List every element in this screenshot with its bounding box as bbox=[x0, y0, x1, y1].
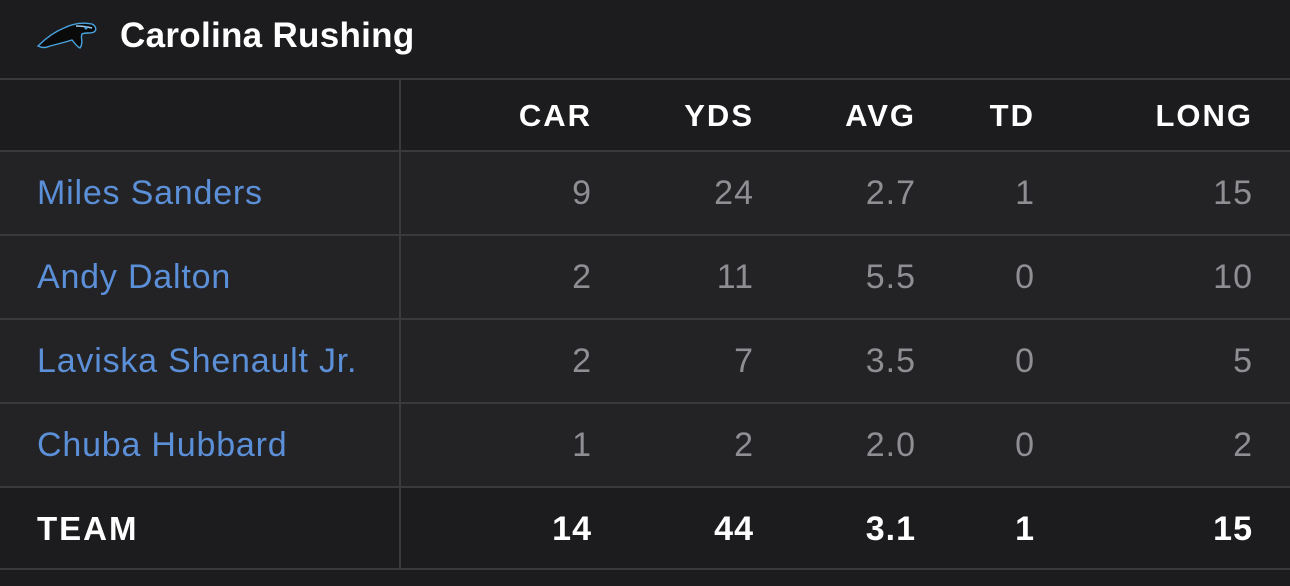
stat-td: 0 bbox=[1015, 342, 1035, 380]
stat-avg: 3.5 bbox=[865, 342, 916, 380]
team-total-row: TEAM 14 44 3.1 1 15 bbox=[0, 488, 1290, 568]
team-label: TEAM bbox=[37, 510, 139, 547]
stat-car: 9 bbox=[572, 174, 592, 212]
divider bbox=[0, 318, 1290, 320]
divider bbox=[0, 486, 1290, 488]
column-header-td[interactable]: TD bbox=[989, 98, 1035, 133]
divider bbox=[0, 78, 1290, 80]
table-row: Andy Dalton 2 11 5.5 0 10 bbox=[0, 236, 1290, 318]
divider bbox=[0, 234, 1290, 236]
divider bbox=[0, 568, 1290, 570]
table-row: Miles Sanders 9 24 2.7 1 15 bbox=[0, 152, 1290, 234]
divider bbox=[0, 402, 1290, 404]
stat-yds: 24 bbox=[714, 174, 754, 212]
player-link[interactable]: Miles Sanders bbox=[37, 174, 263, 212]
column-header-car[interactable]: CAR bbox=[518, 98, 592, 133]
rushing-table: CAR YDS AVG TD LONG Miles Sanders 9 24 2… bbox=[0, 78, 1290, 586]
column-header-long[interactable]: LONG bbox=[1155, 98, 1253, 133]
total-long: 15 bbox=[1213, 510, 1253, 548]
stat-car: 1 bbox=[572, 426, 592, 464]
stat-yds: 2 bbox=[734, 426, 754, 464]
stat-avg: 5.5 bbox=[865, 258, 916, 296]
table-header-bar: Carolina Rushing bbox=[0, 0, 1290, 78]
stat-avg: 2.7 bbox=[865, 174, 916, 212]
total-car: 14 bbox=[552, 510, 592, 548]
player-link[interactable]: Laviska Shenault Jr. bbox=[37, 342, 358, 380]
player-link[interactable]: Andy Dalton bbox=[37, 258, 232, 296]
stat-car: 2 bbox=[572, 258, 592, 296]
total-yds: 44 bbox=[714, 510, 754, 548]
stat-td: 0 bbox=[1015, 426, 1035, 464]
stat-car: 2 bbox=[572, 342, 592, 380]
table-row: Laviska Shenault Jr. 2 7 3.5 0 5 bbox=[0, 320, 1290, 402]
column-header-yds[interactable]: YDS bbox=[684, 98, 754, 133]
player-link[interactable]: Chuba Hubbard bbox=[37, 426, 288, 464]
stat-long: 10 bbox=[1213, 258, 1253, 296]
stat-td: 0 bbox=[1015, 258, 1035, 296]
total-avg: 3.1 bbox=[865, 510, 916, 548]
total-td: 1 bbox=[1015, 510, 1035, 548]
column-divider bbox=[399, 80, 401, 568]
stat-long: 2 bbox=[1233, 426, 1253, 464]
stat-yds: 11 bbox=[716, 258, 754, 296]
stat-long: 5 bbox=[1233, 342, 1253, 380]
column-header-avg[interactable]: AVG bbox=[845, 98, 916, 133]
page-title: Carolina Rushing bbox=[120, 16, 415, 55]
stat-avg: 2.0 bbox=[865, 426, 916, 464]
divider bbox=[0, 150, 1290, 152]
stat-td: 1 bbox=[1015, 174, 1035, 212]
stat-long: 15 bbox=[1213, 174, 1253, 212]
column-header-row: CAR YDS AVG TD LONG bbox=[0, 80, 1290, 150]
panther-logo-icon bbox=[36, 22, 97, 49]
table-row: Chuba Hubbard 1 2 2.0 0 2 bbox=[0, 404, 1290, 486]
stat-yds: 7 bbox=[734, 342, 754, 380]
